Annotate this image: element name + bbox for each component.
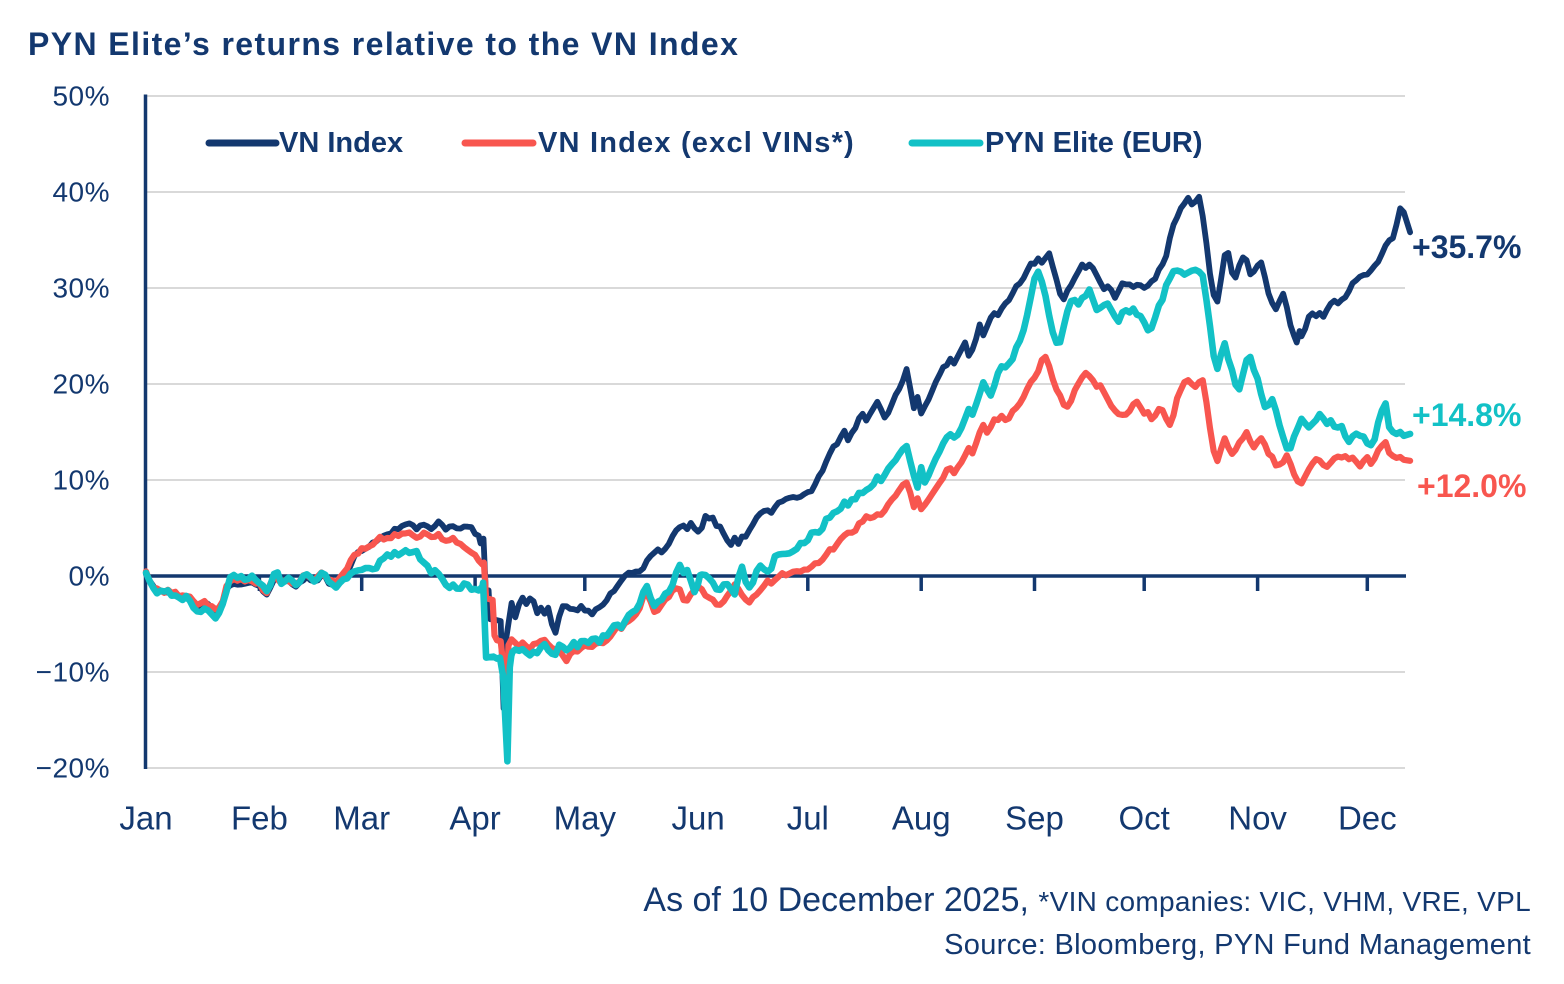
svg-text:Apr: Apr xyxy=(449,800,500,837)
svg-text:Jan: Jan xyxy=(119,800,172,837)
svg-text:PYN Elite (EUR): PYN Elite (EUR) xyxy=(985,127,1203,159)
svg-text:+35.7%: +35.7% xyxy=(1412,229,1521,265)
svg-text:20%: 20% xyxy=(52,369,110,400)
svg-text:Sep: Sep xyxy=(1005,800,1064,837)
svg-text:VN Index: VN Index xyxy=(279,127,403,159)
svg-text:30%: 30% xyxy=(52,273,110,304)
svg-text:Aug: Aug xyxy=(892,800,951,837)
svg-text:Nov: Nov xyxy=(1228,800,1287,837)
svg-text:−20%: −20% xyxy=(36,753,110,784)
svg-text:Feb: Feb xyxy=(231,800,288,837)
svg-text:0%: 0% xyxy=(69,561,110,592)
svg-text:+12.0%: +12.0% xyxy=(1417,468,1526,504)
svg-text:Oct: Oct xyxy=(1119,800,1170,837)
svg-text:Mar: Mar xyxy=(333,800,390,837)
svg-text:Dec: Dec xyxy=(1338,800,1397,837)
svg-text:Jul: Jul xyxy=(787,800,829,837)
svg-text:40%: 40% xyxy=(52,177,110,208)
svg-text:+14.8%: +14.8% xyxy=(1412,397,1521,433)
svg-text:Jun: Jun xyxy=(671,800,724,837)
svg-text:−10%: −10% xyxy=(36,657,110,688)
svg-text:VN Index (excl VINs*): VN Index (excl VINs*) xyxy=(538,127,855,159)
svg-text:10%: 10% xyxy=(52,465,110,496)
svg-text:50%: 50% xyxy=(52,81,110,112)
svg-text:May: May xyxy=(554,800,617,837)
